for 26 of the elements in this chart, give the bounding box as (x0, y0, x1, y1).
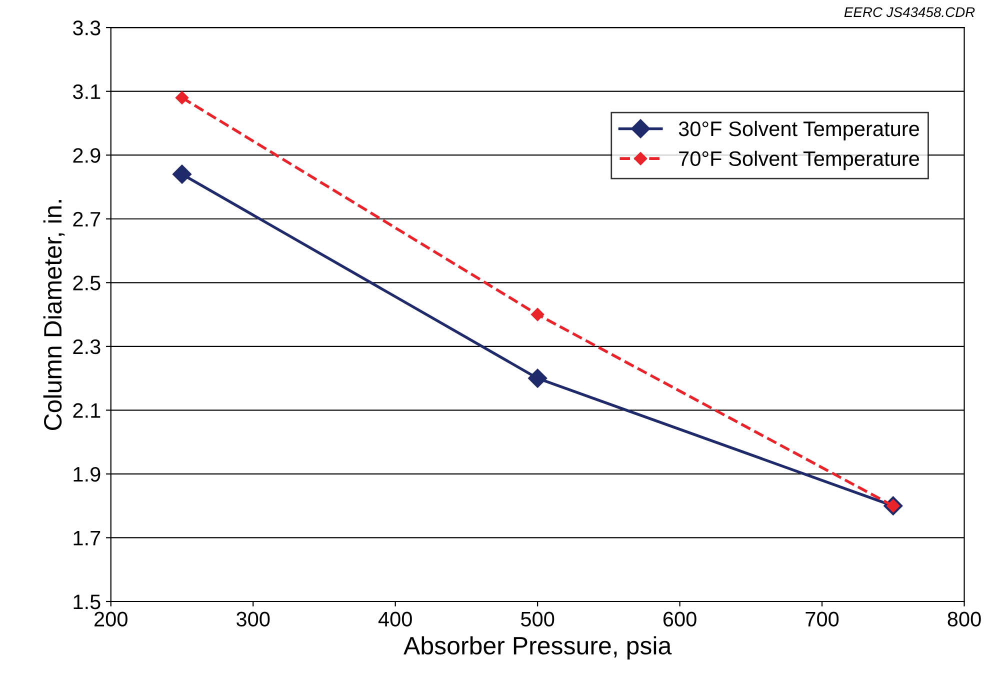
x-tick-label: 700 (806, 612, 839, 627)
x-tick-label: 600 (663, 612, 696, 627)
y-tick-label: 2.9 (73, 148, 100, 163)
text: EERC JS43458.CDR (844, 7, 975, 18)
y-tick-label: 3.1 (72, 84, 100, 100)
x-tick-label: 500 (521, 612, 554, 627)
x-tick-label: 400 (378, 612, 412, 627)
y-tick-label: 2.5 (73, 276, 100, 290)
legend-label: 30°F Solvent Temperature (678, 120, 920, 140)
y-tick-label: 1.7 (74, 530, 100, 546)
y-tick-label: 3.3 (72, 20, 100, 36)
legend-label: 70°F Solvent Temperature (679, 150, 920, 170)
y-tick-label: 1.9 (74, 466, 100, 482)
y-tick-label: 2.7 (73, 212, 100, 226)
y-tick-label: 2.3 (73, 339, 100, 354)
x-tick-label: 300 (236, 612, 270, 627)
x-tick-label: 200 (94, 612, 128, 627)
point (530, 308, 544, 322)
y-tick-label: 1.5 (74, 594, 100, 610)
point (175, 91, 189, 104)
y-axis-title: Column Diameter, in. (43, 200, 65, 430)
point (528, 368, 548, 388)
y-tick-label: 2.1 (73, 403, 100, 418)
x-axis-title: Absorber Pressure, psia (404, 636, 672, 660)
point (172, 164, 192, 184)
x-tick-label: 800 (948, 612, 981, 627)
